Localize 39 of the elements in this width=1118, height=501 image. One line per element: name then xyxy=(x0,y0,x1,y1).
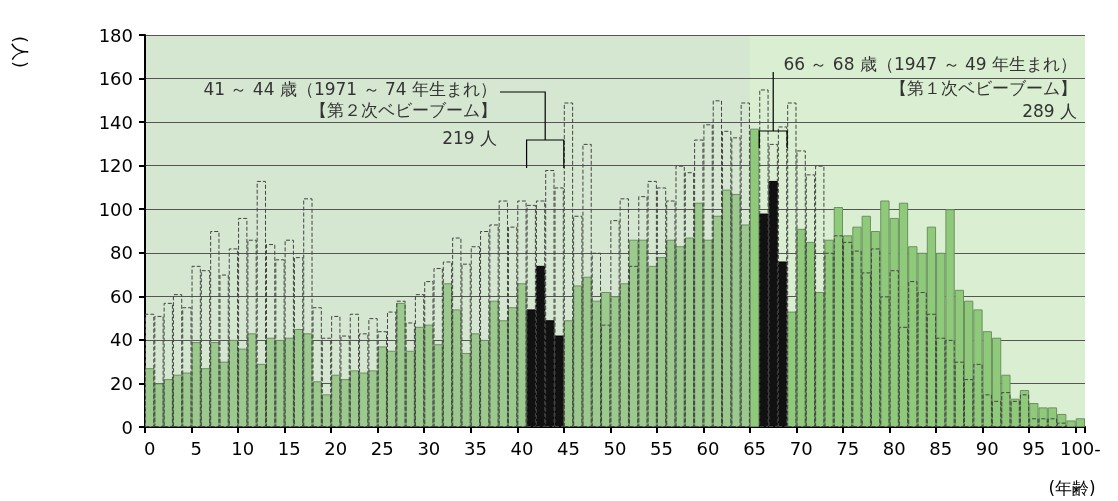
x-tick-label: 100- xyxy=(1059,437,1101,459)
x-tick-label: 75 xyxy=(836,437,860,459)
annotation: 66 ～ 68 歳（1947 ～ 49 年生まれ） xyxy=(783,54,1077,74)
y-tick-label: 180 xyxy=(98,24,133,46)
annotation: 【第２次ベビーブーム】 xyxy=(310,100,497,120)
annotation: 289 人 xyxy=(1022,101,1077,121)
x-tick-label: 70 xyxy=(789,437,813,459)
x-tick-label: 30 xyxy=(417,437,441,459)
x-tick-label: 85 xyxy=(929,437,953,459)
x-tick-label: 35 xyxy=(463,437,487,459)
x-tick-label: 10 xyxy=(231,437,255,459)
x-tick-label: 95 xyxy=(1022,437,1046,459)
x-tick-label: 90 xyxy=(975,437,999,459)
y-tick-label: 160 xyxy=(98,68,133,90)
annotation: 41 ～ 44 歳（1971 ～ 74 年生まれ） xyxy=(203,79,497,99)
x-tick-label: 55 xyxy=(650,437,673,459)
y-tick-label: 60 xyxy=(110,285,133,307)
y-tick-label: 20 xyxy=(110,372,133,394)
x-tick-label: 25 xyxy=(370,437,394,459)
x-tick-label: 20 xyxy=(324,437,348,459)
y-tick-label: 80 xyxy=(110,242,133,264)
x-tick-label: 40 xyxy=(510,437,534,459)
x-tick-label: 65 xyxy=(743,437,767,459)
x-axis-title: (年齢) xyxy=(1048,478,1096,498)
annotation: 【第１次ベビーブーム】 xyxy=(890,78,1077,98)
y-tick-label: 120 xyxy=(98,155,133,177)
x-tick-label: 15 xyxy=(277,437,301,459)
x-tick-label: 45 xyxy=(557,437,580,459)
x-tick-label: 5 xyxy=(190,437,202,459)
y-tick-label: 100 xyxy=(98,198,133,220)
y-axis-title: (人) xyxy=(9,35,31,69)
annotation: 219 人 xyxy=(442,128,497,148)
x-tick-label: 0 xyxy=(143,437,156,459)
x-tick-label: 80 xyxy=(882,437,906,459)
y-tick-label: 140 xyxy=(98,111,133,133)
y-tick-label: 0 xyxy=(121,416,133,438)
y-tick-label: 40 xyxy=(110,329,133,351)
x-tick-label: 60 xyxy=(696,437,720,459)
x-tick-label: 50 xyxy=(603,437,627,459)
